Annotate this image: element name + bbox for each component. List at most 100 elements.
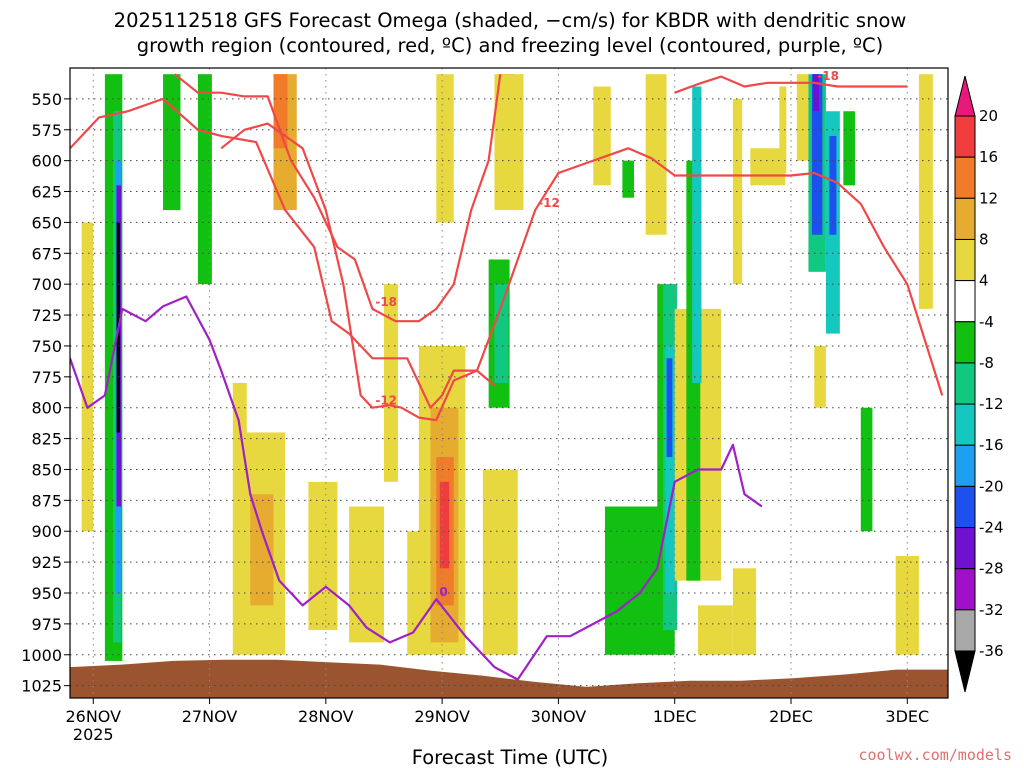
omega-shade-cell: [811, 74, 823, 235]
y-tick-label: 950: [31, 584, 62, 603]
plot-area: -12 -12 -18 -18 0: [70, 68, 948, 698]
plot-frame: [69, 67, 949, 699]
omega-shade-cell: [666, 358, 673, 458]
contour-label: -12: [538, 196, 560, 210]
colorbar-swatch: [954, 609, 976, 652]
colorbar-swatch: [954, 321, 976, 364]
y-tick-label: 825: [31, 430, 62, 449]
y-tick-label: 1025: [21, 677, 62, 696]
omega-shade-cell: [494, 284, 509, 383]
omega-shade-cell: [645, 74, 667, 235]
contour-label: -18: [375, 295, 397, 309]
colorbar-label: -12: [979, 395, 1004, 413]
colorbar-label: 20: [979, 107, 998, 125]
omega-shade-cell: [494, 74, 524, 211]
omega-shade-cell: [163, 74, 181, 211]
y-tick-label: 925: [31, 553, 62, 572]
omega-shade-cell: [843, 111, 855, 186]
colorbar-label: -8: [979, 354, 994, 372]
omega-shade-cell: [813, 74, 819, 112]
y-tick-label: 725: [31, 306, 62, 325]
credit-text: coolwx.com/models: [858, 746, 1012, 764]
colorbar-swatch: [954, 280, 976, 323]
y-tick-label: 600: [31, 152, 62, 171]
ground-terrain: [70, 659, 948, 698]
colorbar-swatch: [954, 156, 976, 199]
y-tick-label: 975: [31, 615, 62, 634]
colorbar-label: -20: [979, 477, 1004, 495]
x-tick-label: 1DEC: [653, 707, 697, 726]
colorbar-label: -24: [979, 519, 1004, 537]
omega-shade-cell: [895, 555, 919, 655]
omega-shade-cell: [622, 160, 635, 198]
contour-label: 0: [439, 585, 447, 599]
omega-shade-cell: [250, 494, 274, 606]
colorbar-label: -4: [979, 313, 994, 331]
omega-shade-cell: [436, 74, 454, 223]
x-tick-label: 28NOV: [298, 707, 354, 726]
x-tick-label: 2DEC: [769, 707, 813, 726]
colorbar-swatch: [954, 568, 976, 611]
colorbar-label: -32: [979, 601, 1004, 619]
omega-shade-cell: [796, 74, 809, 161]
y-tick-label: 875: [31, 491, 62, 510]
omega-shade-cell: [692, 86, 702, 383]
grid-lines: [70, 68, 948, 698]
omega-shade-cell: [383, 284, 398, 482]
colorbar-swatch: [954, 527, 976, 570]
omega-shade-cell: [593, 86, 611, 186]
chart-title-line-2: growth region (contoured, red, ºC) and f…: [137, 34, 884, 57]
omega-shade-cell: [81, 222, 94, 532]
omega-shade-cell: [829, 135, 837, 235]
contour-line: [220, 122, 496, 422]
y-tick-label: 625: [31, 183, 62, 202]
omega-shade-cell: [197, 74, 212, 285]
colorbar-legend: 20 16 12 8 4 -4 -8 -12 -16 -20 -24 -28 -32 -36: [954, 75, 1004, 693]
y-axis-pressure: 550 575 600 625 650 675 700 725 750 775 800 825 850 8…: [21, 90, 70, 696]
omega-shade-cell: [779, 86, 787, 173]
omega-shade-cell: [918, 74, 933, 309]
colorbar-label: -16: [979, 436, 1004, 454]
temperature-contours: -12 -12 -18 -18 0: [70, 69, 944, 681]
colorbar-bottom-arrow: [954, 650, 976, 693]
omega-shade-cell: [482, 469, 518, 655]
x-tick-year: 2025: [73, 725, 114, 744]
y-tick-label: 700: [31, 275, 62, 294]
y-tick-label: 1000: [21, 646, 62, 665]
colorbar-label: 4: [979, 272, 989, 290]
y-tick-label: 650: [31, 213, 62, 232]
x-tick-label: 26NOV: [65, 707, 121, 726]
colorbar-label: 12: [979, 189, 998, 207]
contour-line: [174, 73, 502, 323]
omega-shade-cell: [697, 605, 733, 655]
colorbar-swatch: [954, 238, 976, 282]
y-tick-label: 800: [31, 399, 62, 418]
colorbar-swatch: [954, 362, 976, 405]
x-tick-label: 27NOV: [182, 707, 238, 726]
colorbar-label: -28: [979, 560, 1004, 578]
omega-shade-cell: [439, 481, 450, 569]
omega-shade-cell: [308, 481, 338, 631]
ground-fill: [70, 659, 948, 698]
contour-label: -12: [375, 394, 397, 408]
x-tick-label: 3DEC: [885, 707, 929, 726]
x-tick-label: 29NOV: [414, 707, 470, 726]
colorbar-swatch: [954, 197, 976, 240]
colorbar-swatch: [954, 444, 976, 487]
colorbar-swatch: [954, 115, 976, 158]
x-tick-label: 30NOV: [531, 707, 587, 726]
omega-shade-cell: [750, 148, 786, 186]
x-axis-label: Forecast Time (UTC): [412, 746, 609, 768]
contour-line: [70, 295, 763, 681]
contour-line: [674, 75, 908, 94]
omega-shade-cell: [349, 506, 384, 643]
colorbar-swatch: [954, 403, 976, 446]
omega-shade-cell: [604, 506, 664, 655]
x-axis-time: 26NOV 27NOV 28NOV 29NOV 30NOV 1DEC 2DEC 3DEC 202…: [65, 698, 929, 744]
chart-title-line-1: 2025112518 GFS Forecast Omega (shaded, −…: [114, 9, 907, 32]
y-tick-label: 575: [31, 121, 62, 140]
omega-shade-cell: [732, 568, 757, 655]
y-tick-label: 750: [31, 337, 62, 356]
y-tick-label: 550: [31, 90, 62, 109]
